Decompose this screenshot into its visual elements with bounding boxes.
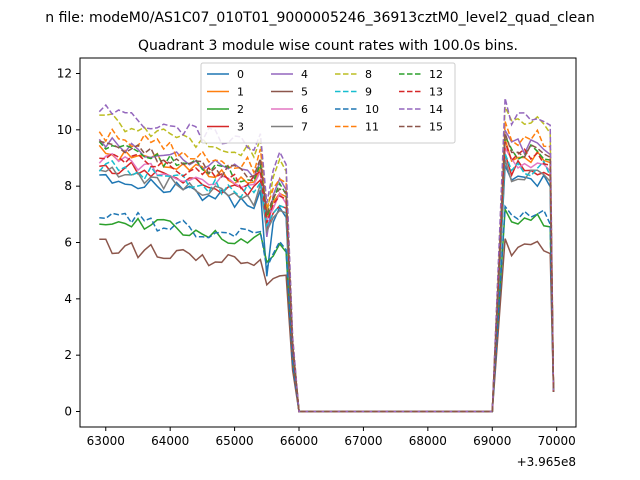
legend-label-4: 4 (301, 68, 308, 81)
legend-label-12: 12 (429, 68, 443, 81)
y-tick-label: 6 (64, 236, 72, 250)
legend-label-7: 7 (301, 121, 308, 134)
axis-ticks: 63000 64000 65000 66000 67000 68000 69000 70000… (57, 66, 576, 448)
series-line-0 (99, 165, 555, 413)
y-tick-label: 0 (64, 405, 72, 419)
legend-label-6: 6 (301, 103, 308, 116)
legend-label-15: 15 (429, 121, 443, 134)
series-line-6 (98, 145, 555, 413)
legend-label-8: 8 (365, 68, 372, 81)
x-tick-label: 63000 (87, 434, 125, 448)
series-line-15 (99, 132, 555, 413)
legend-label-3: 3 (237, 121, 244, 134)
legend-label-0: 0 (237, 68, 244, 81)
chart-title: Quadrant 3 module wise count rates with … (138, 38, 518, 54)
series-line-2 (99, 206, 555, 413)
y-tick-label: 4 (64, 292, 72, 306)
plot-area (98, 97, 555, 413)
x-tick-label: 65000 (216, 434, 254, 448)
x-offset-label: +3.965e8 (517, 455, 576, 469)
x-tick-label: 67000 (344, 434, 382, 448)
series-line-9 (98, 153, 555, 413)
series-line-8 (99, 106, 555, 413)
x-tick-label: 70000 (538, 434, 576, 448)
y-tick-label: 2 (64, 348, 72, 362)
x-tick-label: 66000 (280, 434, 318, 448)
legend-label-2: 2 (237, 103, 244, 116)
series-line-7 (99, 159, 555, 413)
legend-label-14: 14 (429, 103, 443, 116)
series-line-12 (98, 133, 555, 413)
legend-label-10: 10 (365, 103, 379, 116)
y-tick-label: 12 (57, 66, 72, 80)
figure-suptitle: n file: modeM0/AS1C07_010T01_9000005246_… (45, 10, 594, 26)
x-tick-label: 64000 (151, 434, 189, 448)
axes-frame (79, 57, 577, 428)
legend-label-5: 5 (301, 86, 308, 99)
series-line-10 (99, 204, 555, 413)
legend-label-11: 11 (365, 121, 379, 134)
y-tick-label: 8 (64, 179, 72, 193)
x-tick-label: 69000 (473, 434, 511, 448)
legend-label-9: 9 (365, 86, 372, 99)
series-line-11 (98, 121, 555, 413)
legend-box (200, 62, 456, 144)
x-tick-label: 68000 (409, 434, 447, 448)
series-line-13 (99, 141, 555, 413)
series-line-5 (99, 238, 555, 413)
legend-label-1: 1 (237, 86, 244, 99)
y-tick-label: 10 (57, 123, 72, 137)
series-line-3 (99, 153, 555, 413)
legend-label-13: 13 (429, 86, 443, 99)
